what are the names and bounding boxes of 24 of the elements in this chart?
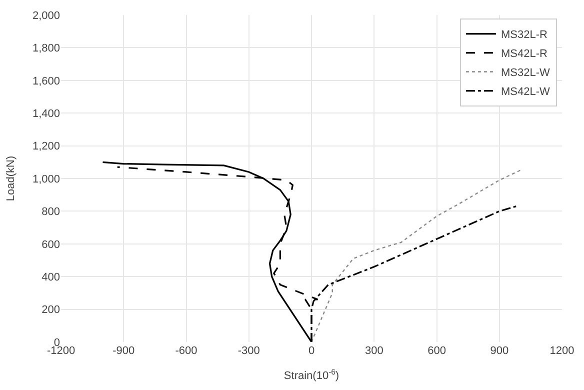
legend-label: MS32L-R: [500, 29, 548, 42]
x-tick-label: 300: [364, 345, 384, 357]
y-tick-label: 1,800: [32, 42, 60, 55]
y-axis-title: Load(kN): [5, 156, 18, 202]
y-tick-label: 200: [42, 304, 60, 316]
y-tick-label: 800: [42, 206, 60, 218]
y-tick-label: 1,600: [32, 75, 60, 88]
legend-label: MS42L-W: [500, 86, 551, 98]
y-tick-label: 1,200: [32, 140, 60, 153]
y-tick-label: 1,400: [32, 108, 60, 120]
x-tick-label: -600: [175, 345, 198, 357]
x-tick-label: 0: [308, 345, 315, 357]
x-tick-label: 1200: [550, 345, 574, 357]
x-tick-label: 600: [428, 345, 446, 357]
x-axis-title: Strain(10$^{-6}$): [284, 368, 340, 382]
legend-label: MS32L-W: [500, 67, 551, 80]
y-tick-label: 2,000: [32, 10, 60, 22]
x-tick-label: -300: [238, 345, 260, 357]
y-tick-label: 1,000: [32, 173, 60, 186]
y-tick-label: 600: [42, 238, 60, 251]
x-tick-label: 900: [490, 345, 509, 357]
y-tick-label: 400: [42, 271, 60, 284]
legend-label: MS42L-R: [500, 48, 548, 60]
x-tick-label: -900: [112, 345, 135, 357]
